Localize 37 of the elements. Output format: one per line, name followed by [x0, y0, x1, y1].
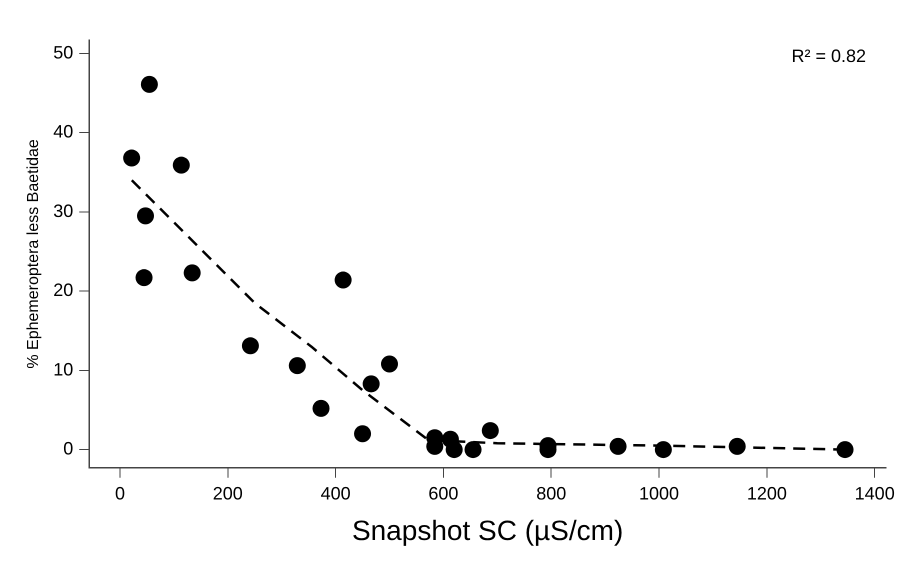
x-axis-title: Snapshot SC (µS/cm) [352, 514, 624, 546]
point [140, 76, 158, 93]
x-tick-label: 800 [536, 484, 566, 504]
point [312, 400, 330, 417]
y-tick-label: 0 [63, 438, 74, 459]
x-tick-label: 600 [428, 484, 458, 504]
point [362, 375, 380, 392]
y-tick-label: 10 [53, 359, 74, 380]
point [137, 207, 154, 224]
y-axis-title: % Ephemeroptera less Baetidae [25, 139, 42, 369]
x-tick-label: 1000 [639, 484, 680, 504]
point [288, 357, 306, 374]
point [242, 337, 259, 354]
y-tick-label: 20 [53, 280, 74, 300]
annotation: R² = 0.82 [791, 46, 866, 66]
point [836, 441, 854, 458]
point [354, 425, 372, 442]
point [482, 422, 499, 440]
x-tick-label: 1400 [854, 484, 895, 504]
point [123, 150, 140, 167]
point [610, 438, 627, 455]
x-tick-label: 1200 [746, 484, 787, 504]
point [136, 269, 153, 286]
x-tick-label: 200 [212, 484, 243, 504]
x-tick-label: 0 [114, 484, 125, 504]
point [380, 356, 398, 373]
y-tick-label: 30 [53, 200, 74, 221]
y-tick-label: 40 [53, 122, 74, 142]
point [172, 156, 190, 174]
point [446, 441, 463, 458]
point [184, 264, 201, 282]
x-tick-label: 400 [320, 484, 351, 504]
point [654, 441, 672, 458]
y-tick-label: 50 [53, 42, 74, 62]
point [728, 438, 746, 455]
point [334, 272, 352, 289]
point [464, 441, 482, 458]
